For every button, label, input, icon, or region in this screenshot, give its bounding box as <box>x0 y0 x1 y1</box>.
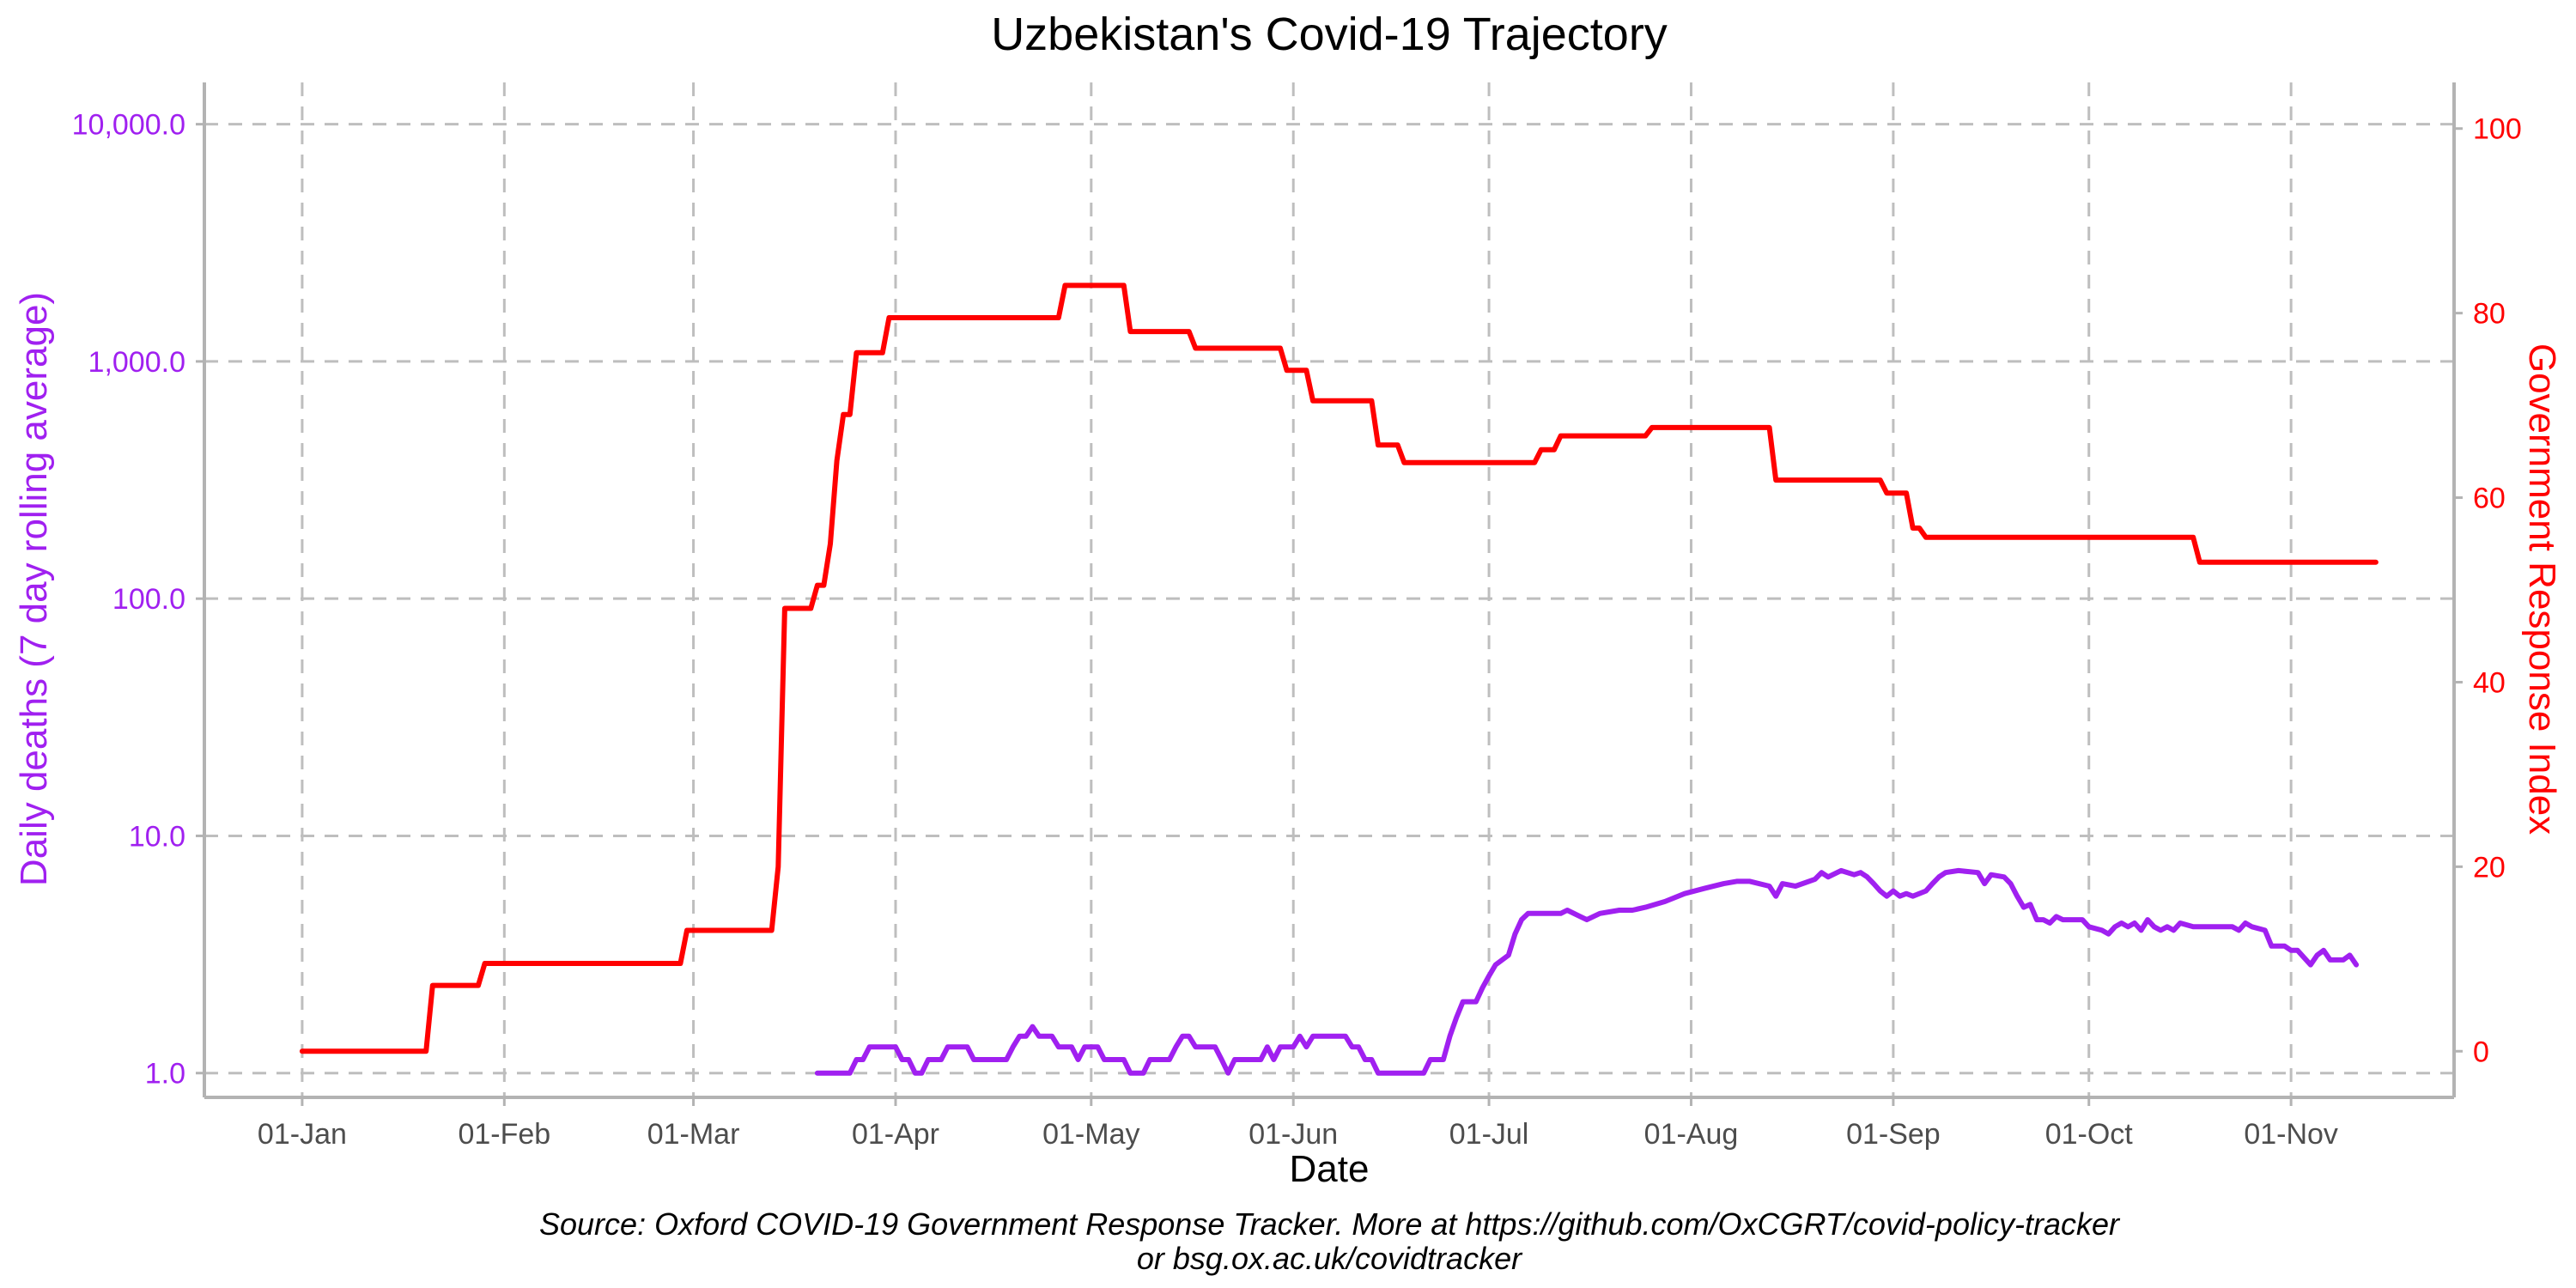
x-tick-label: 01-Mar <box>647 1118 740 1151</box>
y-left-tick-label: 100.0 <box>112 583 185 616</box>
axes <box>196 82 2463 1106</box>
x-axis-title: Date <box>1290 1148 1370 1190</box>
x-tick-label: 01-Apr <box>852 1118 939 1151</box>
y-right-tick-label: 0 <box>2473 1036 2489 1068</box>
x-tick-label: 01-Sep <box>1846 1118 1941 1151</box>
tick-labels: 01-Jan 01-Feb 01-Mar 01-Apr 01-May 01-Jun 01-J… <box>72 109 2522 1151</box>
y-right-tick-label: 60 <box>2473 483 2506 515</box>
series <box>299 283 2379 1076</box>
y-right-tick-label: 40 <box>2473 666 2506 699</box>
caption-line-2: or bsg.ox.ac.uk/covidtracker <box>1137 1241 1523 1276</box>
y-right-tick-label: 80 <box>2473 298 2506 331</box>
deaths-series-line <box>814 867 2360 1076</box>
x-tick-label: 01-Nov <box>2244 1118 2338 1151</box>
y-right-tick-label: 100 <box>2473 113 2522 146</box>
caption-line-1: Source: Oxford COVID-19 Government Respo… <box>539 1206 2121 1242</box>
x-tick-label: 01-May <box>1042 1118 1139 1151</box>
response-index-series-line <box>299 283 2379 1054</box>
x-tick-label: 01-Jul <box>1449 1118 1529 1151</box>
x-tick-label: 01-Jun <box>1249 1118 1338 1151</box>
y-left-tick-label: 10.0 <box>129 820 185 853</box>
grid <box>204 82 2454 1097</box>
x-tick-label: 01-Jan <box>258 1118 347 1151</box>
y-left-tick-label: 1,000.0 <box>88 346 185 379</box>
y-right-tick-label: 20 <box>2473 851 2506 884</box>
x-tick-label: 01-Oct <box>2045 1118 2134 1151</box>
x-tick-label: 01-Aug <box>1644 1118 1739 1151</box>
y-left-axis-title: Daily deaths (7 day rolling average) <box>13 292 55 886</box>
x-tick-label: 01-Feb <box>458 1118 550 1151</box>
y-right-axis-title: Government Response Index <box>2521 343 2563 835</box>
y-left-tick-label: 1.0 <box>145 1058 185 1091</box>
chart-title: Uzbekistan's Covid-19 Trajectory <box>991 9 1668 60</box>
y-left-tick-label: 10,000.0 <box>72 109 185 142</box>
